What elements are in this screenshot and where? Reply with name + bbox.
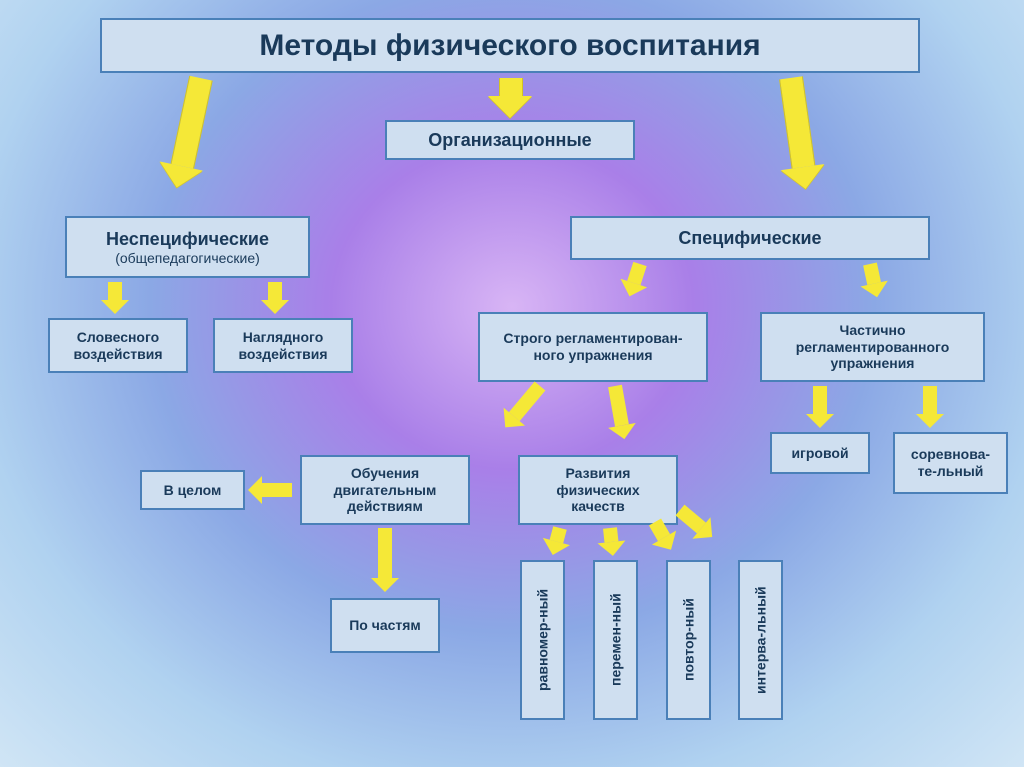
uniform-label: равномер-ный (535, 589, 551, 691)
game-label: игровой (791, 445, 848, 462)
physical-label: Развития физических качеств (530, 465, 666, 515)
uniform-box: равномер-ный (520, 560, 565, 720)
title-box: Методы физического воспитания (100, 18, 920, 73)
organizational-box: Организационные (385, 120, 635, 160)
strict-label: Строго регламентирован-ного упражнения (490, 330, 696, 364)
strict-box: Строго регламентирован-ного упражнения (478, 312, 708, 382)
verbal-label: Словесного воздействия (60, 329, 176, 363)
repeat-label: повтор-ный (681, 599, 697, 682)
competitive-label: соревнова-те-льный (905, 446, 996, 480)
nonspecific-box: Неспецифические (общепедагогические) (65, 216, 310, 278)
parts-label: По частям (349, 617, 421, 634)
title-text: Методы физического воспитания (259, 29, 760, 63)
interval-label: интерва-льный (753, 586, 769, 694)
motor-label: Обучения двигательным действиям (312, 465, 458, 515)
visual-box: Наглядного воздействия (213, 318, 353, 373)
repeat-box: повтор-ный (666, 560, 711, 720)
partial-label: Частично регламентированного упражнения (772, 322, 973, 372)
specific-box: Специфические (570, 216, 930, 260)
whole-label: В целом (164, 482, 222, 499)
variable-label: перемен-ный (608, 594, 624, 687)
variable-box: перемен-ный (593, 560, 638, 720)
partial-box: Частично регламентированного упражнения (760, 312, 985, 382)
competitive-box: соревнова-те-льный (893, 432, 1008, 494)
nonspecific-label: Неспецифические (106, 229, 269, 250)
interval-box: интерва-льный (738, 560, 783, 720)
specific-label: Специфические (678, 228, 821, 249)
motor-box: Обучения двигательным действиям (300, 455, 470, 525)
organizational-label: Организационные (428, 130, 591, 151)
nonspecific-sublabel: (общепедагогические) (115, 250, 260, 266)
visual-label: Наглядного воздействия (225, 329, 341, 363)
parts-box: По частям (330, 598, 440, 653)
game-box: игровой (770, 432, 870, 474)
verbal-box: Словесного воздействия (48, 318, 188, 373)
physical-box: Развития физических качеств (518, 455, 678, 525)
whole-box: В целом (140, 470, 245, 510)
